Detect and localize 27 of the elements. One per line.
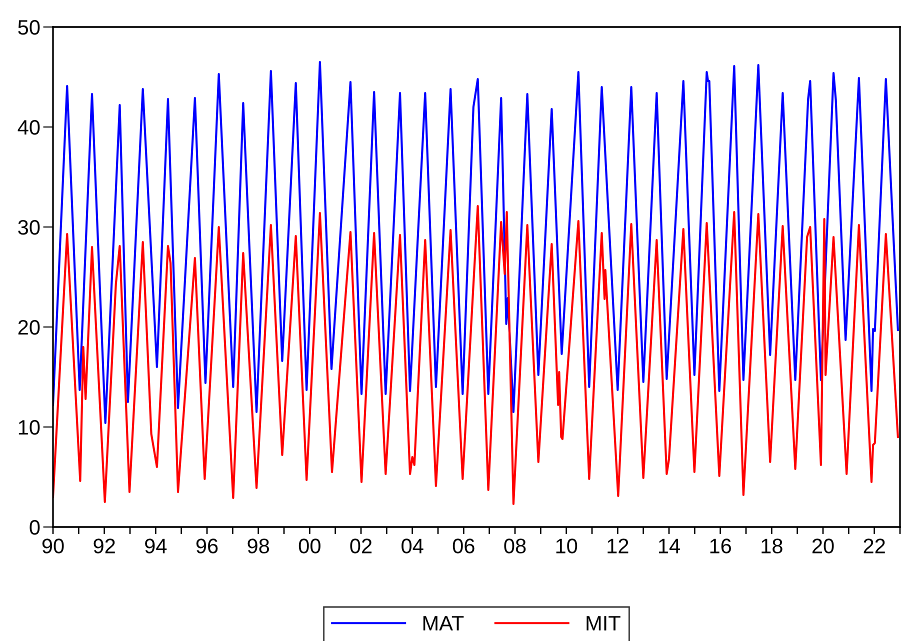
x-tick-label: 16 [710,538,732,554]
x-tick-label: 10 [556,538,578,554]
x-tick-label: 02 [350,538,372,554]
x-tick-label: 14 [659,538,680,554]
x-tick-label: 92 [94,538,115,554]
legend-label: MAT [423,616,464,630]
y-tick-label: 0 [30,520,40,535]
x-tick-label: 22 [864,538,885,554]
y-tick-label: 50 [18,20,40,35]
x-tick-label: 18 [762,538,782,554]
x-tick-label: 06 [452,538,474,554]
x-tick-label: 04 [402,538,424,554]
legend-label: MIT [586,616,620,630]
x-tick-label: 96 [196,538,218,554]
x-tick-label: 90 [42,538,64,554]
y-tick-label: 20 [18,320,40,335]
y-tick-label: 40 [18,120,40,135]
x-tick-label: 12 [608,538,628,554]
x-tick-label: 94 [145,538,167,554]
line-series [53,60,899,424]
x-tick-label: 20 [812,538,834,554]
line-series [53,204,899,506]
y-tick-label: 10 [18,420,40,435]
x-tick-label: 98 [248,538,270,554]
y-tick-label: 30 [18,220,40,235]
x-tick-label: 08 [504,538,526,554]
x-tick-label: 00 [298,538,320,554]
